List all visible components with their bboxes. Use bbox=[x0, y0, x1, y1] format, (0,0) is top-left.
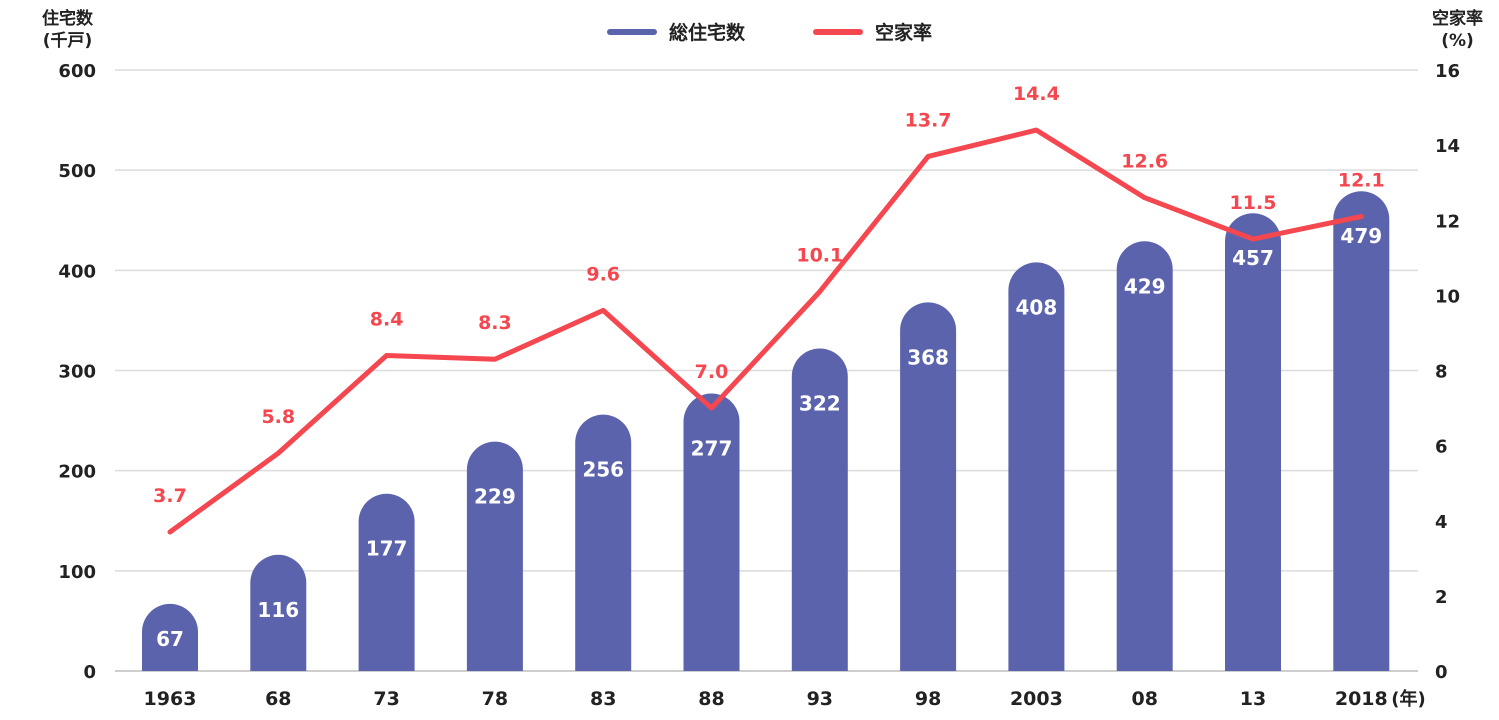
legend-item-line: 空家率 bbox=[773, 18, 932, 45]
bar bbox=[900, 302, 957, 671]
legend-label-line: 空家率 bbox=[875, 22, 933, 44]
bar-value-label: 479 bbox=[1340, 224, 1382, 248]
bar bbox=[1008, 262, 1065, 671]
line-series bbox=[167, 127, 1364, 535]
legend-swatch-line bbox=[813, 28, 863, 35]
bar bbox=[791, 348, 848, 671]
bar-value-label: 256 bbox=[582, 458, 624, 482]
line-value-label: 8.3 bbox=[478, 312, 512, 334]
bar bbox=[683, 393, 740, 671]
line-value-label: 12.6 bbox=[1121, 151, 1168, 173]
bar-value-label: 277 bbox=[691, 437, 733, 461]
bar bbox=[1333, 191, 1390, 671]
bar bbox=[142, 603, 198, 671]
bar-value-label: 229 bbox=[474, 485, 516, 509]
right-tick-label: 16 bbox=[1435, 61, 1460, 82]
bar-value-label: 457 bbox=[1232, 246, 1274, 270]
left-tick-label: 200 bbox=[58, 462, 96, 483]
line-value-label: 9.6 bbox=[586, 263, 620, 285]
legend-label-bars: 総住宅数 bbox=[668, 22, 745, 44]
bar-value-label: 408 bbox=[1016, 295, 1058, 319]
x-tick-label: 68 bbox=[265, 688, 291, 710]
bar-value-label: 429 bbox=[1124, 274, 1166, 298]
left-tick-label: 100 bbox=[58, 562, 96, 583]
x-tick-label: 78 bbox=[482, 688, 508, 710]
line-value-label: 7.0 bbox=[695, 361, 729, 383]
left-tick-label: 500 bbox=[58, 161, 96, 182]
legend-item-bars: 総住宅数 bbox=[567, 18, 745, 45]
right-tick-label: 12 bbox=[1435, 211, 1460, 232]
x-tick-label: 08 bbox=[1131, 688, 1157, 710]
line-value-label: 14.4 bbox=[1013, 83, 1060, 105]
line-value-label: 13.7 bbox=[905, 109, 952, 131]
x-tick-label: 2018 bbox=[1335, 688, 1388, 710]
left-axis-title-line1: 住宅数 bbox=[42, 9, 93, 29]
bar bbox=[466, 441, 523, 671]
right-axis-title: 空家率 (%) bbox=[1432, 8, 1483, 52]
left-axis-title: 住宅数 (千戸) bbox=[42, 8, 93, 52]
right-tick-label: 8 bbox=[1435, 362, 1448, 383]
bar bbox=[575, 414, 632, 671]
bar-value-label: 177 bbox=[366, 537, 408, 561]
x-tick-label: 2003 bbox=[1010, 688, 1063, 710]
x-tick-label: 93 bbox=[807, 688, 833, 710]
line-value-label: 5.8 bbox=[261, 406, 295, 428]
bar bbox=[1225, 213, 1281, 671]
line-value-label: 10.1 bbox=[796, 245, 843, 267]
x-tick-label: 88 bbox=[698, 688, 724, 710]
bar-value-label: 368 bbox=[907, 345, 949, 369]
bar bbox=[358, 493, 415, 671]
right-tick-label: 6 bbox=[1435, 437, 1448, 458]
x-tick-label: 83 bbox=[590, 688, 616, 710]
x-tick-label: 13 bbox=[1240, 688, 1266, 710]
right-axis-title-line1: 空家率 bbox=[1432, 9, 1483, 29]
line-value-label: 8.4 bbox=[370, 308, 404, 330]
left-tick-label: 600 bbox=[58, 61, 96, 82]
left-tick-label: 300 bbox=[58, 362, 96, 383]
right-axis-title-line2: (%) bbox=[1441, 31, 1474, 51]
bar bbox=[250, 554, 307, 671]
bar-value-label: 116 bbox=[257, 598, 299, 622]
legend-swatch-bars bbox=[606, 28, 657, 35]
right-tick-label: 4 bbox=[1435, 512, 1448, 533]
right-tick-label: 10 bbox=[1435, 286, 1460, 307]
left-tick-label: 0 bbox=[83, 662, 96, 683]
right-tick-label: 2 bbox=[1435, 587, 1448, 608]
x-axis-unit: (年) bbox=[1391, 688, 1425, 710]
line-value-label: 12.1 bbox=[1338, 169, 1385, 191]
x-tick-label: 73 bbox=[373, 688, 399, 710]
left-tick-label: 400 bbox=[58, 261, 96, 282]
right-tick-label: 0 bbox=[1435, 662, 1448, 683]
right-tick-label: 14 bbox=[1435, 136, 1460, 157]
line-value-label: 3.7 bbox=[153, 485, 187, 507]
bar-value-label: 67 bbox=[156, 627, 184, 651]
left-axis-title-line2: (千戸) bbox=[42, 31, 93, 51]
line-value-label: 11.5 bbox=[1230, 192, 1277, 214]
x-tick-label: 98 bbox=[915, 688, 941, 710]
legend: 総住宅数 空家率 bbox=[0, 18, 1499, 45]
bar-value-label: 322 bbox=[799, 391, 841, 415]
x-tick-label: 1963 bbox=[144, 688, 197, 710]
bar bbox=[1116, 241, 1173, 671]
